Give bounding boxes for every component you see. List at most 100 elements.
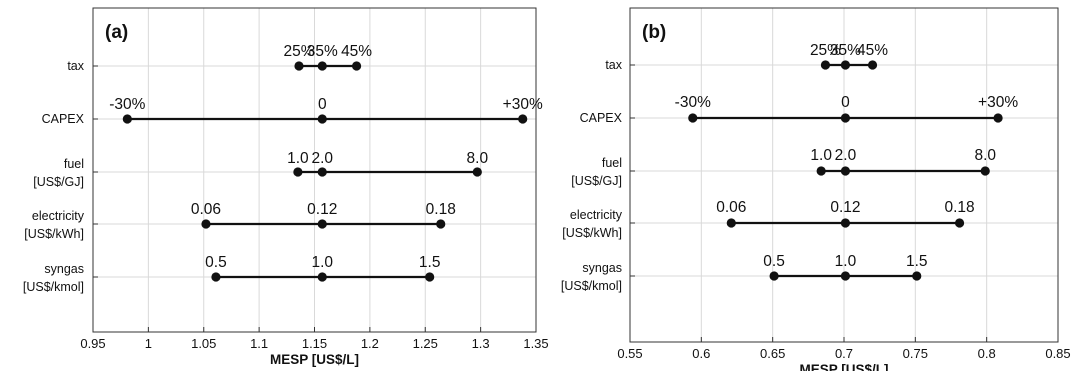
- sensitivity-row: CAPEX -30% 0 +30%: [42, 96, 543, 126]
- category-label: electricity: [570, 208, 623, 222]
- x-tick-label: 1.3: [472, 336, 490, 351]
- data-point: [317, 114, 327, 124]
- panel-label: (b): [642, 22, 666, 43]
- point-value-label: 0.18: [426, 201, 456, 218]
- point-value-label: 1.0: [810, 147, 832, 164]
- x-tick-label: 0.7: [835, 346, 853, 361]
- point-value-label: 0.06: [716, 199, 746, 216]
- point-value-label: 2.0: [835, 147, 857, 164]
- x-tick-label: 0.95: [80, 336, 105, 351]
- category-label: tax: [605, 58, 622, 72]
- x-tick-label: 0.75: [903, 346, 928, 361]
- data-point: [769, 271, 779, 281]
- category-unit-label: [US$/kmol]: [23, 280, 84, 294]
- data-point: [211, 272, 221, 282]
- category-label: fuel: [602, 156, 622, 170]
- point-value-label: -30%: [675, 94, 711, 111]
- data-point: [518, 114, 528, 124]
- data-point: [317, 167, 327, 177]
- data-point: [840, 113, 851, 123]
- data-point: [688, 113, 698, 123]
- point-value-label: 25%: [810, 42, 841, 59]
- point-value-label: -30%: [109, 96, 145, 113]
- point-value-label: 0.12: [307, 201, 337, 218]
- sensitivity-row: tax 25%35%45%: [605, 42, 888, 72]
- category-label: syngas: [44, 262, 84, 276]
- point-value-label: 0.5: [205, 254, 227, 271]
- data-point: [816, 166, 826, 176]
- sensitivity-row: syngas [US$/kmol] 0.5 1.0 1.5: [561, 253, 928, 293]
- x-tick-label: 1.1: [250, 336, 268, 351]
- x-axis-title: MESP [US$/L]: [270, 352, 359, 367]
- x-tick-label: 1.05: [191, 336, 216, 351]
- point-value-label: 1.5: [906, 253, 928, 270]
- point-value-label: 1.0: [311, 254, 333, 271]
- data-point: [294, 61, 304, 71]
- x-tick-label: 1.25: [413, 336, 438, 351]
- data-point: [293, 167, 303, 177]
- point-value-label: 0.06: [191, 201, 221, 218]
- data-point: [980, 166, 990, 176]
- x-tick-label: 1.15: [302, 336, 327, 351]
- panel-label: (a): [105, 22, 128, 43]
- point-value-label: 8.0: [974, 147, 996, 164]
- data-point: [840, 60, 851, 70]
- x-axis-title: MESP [US$/L]: [799, 362, 888, 371]
- point-value-label: 0.12: [830, 199, 860, 216]
- data-point: [820, 60, 831, 70]
- point-value-label: 0: [841, 94, 850, 111]
- category-label: tax: [67, 59, 84, 73]
- data-point: [840, 271, 851, 281]
- point-value-label: 0.18: [944, 199, 974, 216]
- x-tick-label: 0.6: [692, 346, 710, 361]
- data-point: [726, 218, 736, 228]
- sensitivity-row: electricity [US$/kWh] 0.06 0.12 0.18: [562, 199, 974, 240]
- x-tick-label: 0.8: [978, 346, 996, 361]
- category-unit-label: [US$/kmol]: [561, 279, 622, 293]
- data-point: [840, 218, 851, 228]
- category-label: syngas: [582, 261, 622, 275]
- sensitivity-row: CAPEX -30% 0 +30%: [580, 94, 1019, 125]
- category-unit-label: [US$/kWh]: [562, 226, 622, 240]
- category-unit-label: [US$/GJ]: [33, 175, 84, 189]
- data-point: [317, 272, 327, 282]
- x-tick-label: 1.35: [523, 336, 548, 351]
- data-point: [912, 271, 922, 281]
- data-point: [317, 61, 327, 71]
- point-value-label: +30%: [503, 96, 543, 113]
- sensitivity-row: tax 25%35%45%: [67, 43, 372, 73]
- point-value-label: 25%: [283, 43, 314, 60]
- data-point: [436, 219, 446, 229]
- sensitivity-row: fuel [US$/GJ] 1.0 2.0 8.0: [33, 150, 488, 189]
- point-value-label: 1.0: [287, 150, 309, 167]
- data-point: [351, 61, 362, 71]
- data-point: [840, 166, 851, 176]
- data-point: [122, 114, 132, 124]
- point-value-label: 8.0: [467, 150, 489, 167]
- category-label: CAPEX: [580, 111, 623, 125]
- data-point: [425, 272, 435, 282]
- point-value-label: 45%: [341, 43, 372, 60]
- sensitivity-row: electricity [US$/kWh] 0.06 0.12 0.18: [24, 201, 456, 241]
- x-tick-label: 1.2: [361, 336, 379, 351]
- data-point: [993, 113, 1003, 123]
- data-point: [472, 167, 482, 177]
- point-value-label: 1.0: [835, 253, 857, 270]
- point-value-label: +30%: [978, 94, 1018, 111]
- x-tick-label: 0.55: [617, 346, 642, 361]
- data-point: [317, 219, 327, 229]
- panel-b: 0.55 0.6 0.65 0.7 0.75 0.8 0.85 MESP [US$/L] (b)…: [561, 7, 1071, 376]
- data-point: [201, 219, 211, 229]
- point-value-label: 35%: [307, 43, 338, 60]
- point-value-label: 1.5: [419, 254, 441, 271]
- point-value-label: 35%: [830, 42, 861, 59]
- category-label: fuel: [64, 157, 84, 171]
- x-tick-label: 1: [145, 336, 152, 351]
- sensitivity-row: syngas [US$/kmol] 0.5 1.0 1.5: [23, 254, 441, 294]
- point-value-label: 45%: [857, 42, 888, 59]
- category-label: electricity: [32, 209, 85, 223]
- point-value-label: 0.5: [763, 253, 785, 270]
- category-label: CAPEX: [42, 112, 85, 126]
